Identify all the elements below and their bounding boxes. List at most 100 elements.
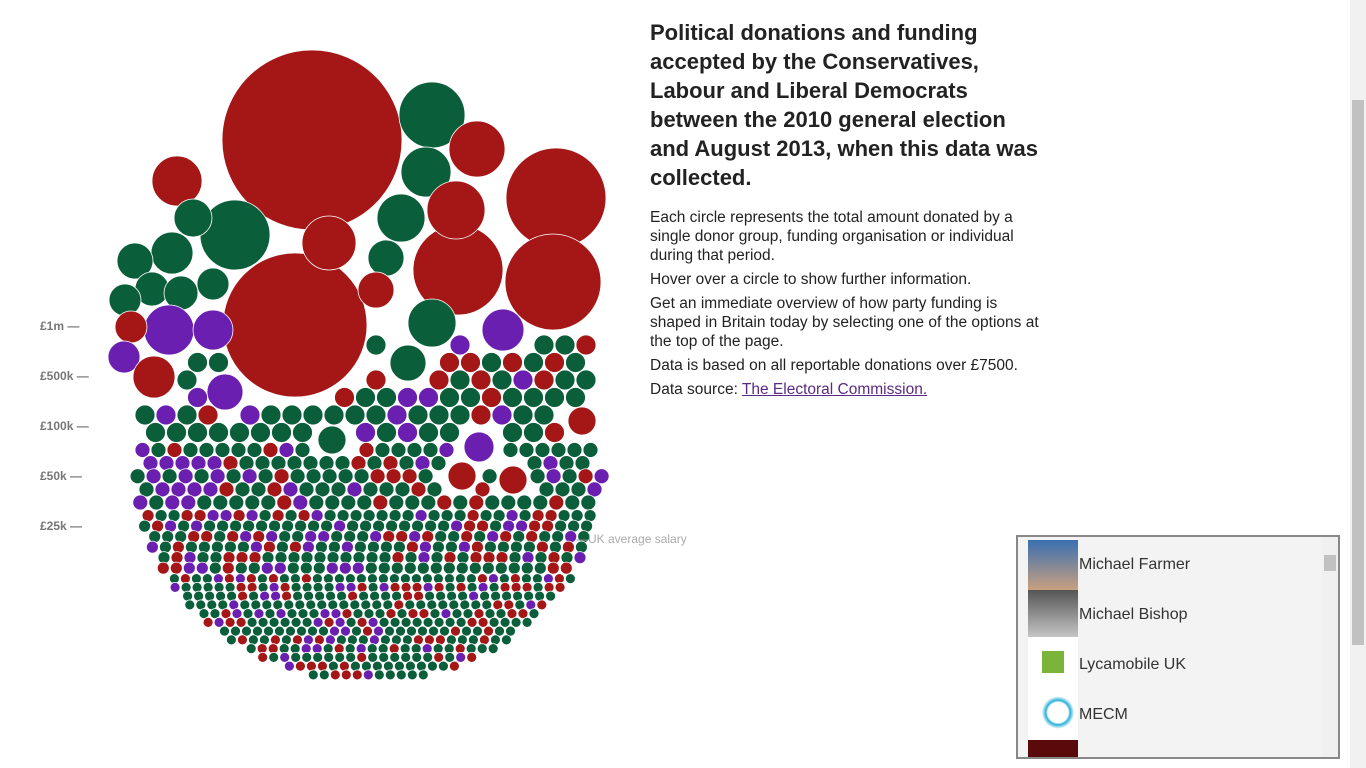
donor-circle[interactable] bbox=[212, 494, 229, 511]
donor-circle[interactable] bbox=[312, 561, 326, 575]
donor-circle[interactable] bbox=[448, 120, 506, 178]
donor-circle[interactable] bbox=[460, 387, 481, 408]
donor-circle[interactable] bbox=[334, 455, 351, 472]
donor-circle[interactable] bbox=[316, 660, 328, 672]
donor-circle[interactable] bbox=[483, 625, 494, 637]
donor-circle[interactable] bbox=[418, 422, 439, 443]
donor-circle[interactable] bbox=[379, 540, 393, 554]
donor-circle[interactable] bbox=[345, 581, 357, 593]
donor-circle[interactable] bbox=[303, 590, 315, 602]
donor-circle[interactable] bbox=[294, 660, 306, 672]
donor-circle[interactable] bbox=[108, 283, 142, 317]
donor-circle[interactable] bbox=[505, 147, 607, 249]
donor-circle[interactable] bbox=[468, 561, 482, 575]
donor-circle[interactable] bbox=[388, 494, 405, 511]
donor-circle[interactable] bbox=[174, 530, 188, 544]
donor-circle[interactable] bbox=[145, 468, 162, 485]
donor-circle[interactable] bbox=[134, 442, 151, 458]
donor-circle[interactable] bbox=[389, 651, 401, 663]
donor-circle[interactable] bbox=[423, 634, 435, 646]
donor-circle[interactable] bbox=[398, 519, 412, 533]
donor-circle[interactable] bbox=[202, 581, 214, 593]
donor-circle[interactable] bbox=[467, 634, 479, 646]
donor-circle[interactable] bbox=[567, 406, 597, 436]
donor-circle[interactable] bbox=[434, 634, 446, 646]
donor-circle[interactable] bbox=[203, 519, 217, 533]
donor-circle[interactable] bbox=[257, 581, 269, 593]
donor-circle[interactable] bbox=[192, 309, 234, 351]
donor-circle[interactable] bbox=[356, 616, 368, 628]
donor-circle[interactable] bbox=[176, 404, 198, 426]
donor-circle[interactable] bbox=[250, 481, 267, 498]
donor-circle[interactable] bbox=[446, 590, 458, 602]
donor-circle[interactable] bbox=[187, 422, 208, 443]
donor-circle[interactable] bbox=[171, 540, 185, 554]
donor-circle[interactable] bbox=[374, 442, 391, 458]
donor-circle[interactable] bbox=[494, 561, 508, 575]
donor-circle[interactable] bbox=[374, 608, 386, 620]
donor-circle[interactable] bbox=[538, 530, 552, 544]
donor-circle[interactable] bbox=[500, 634, 512, 646]
donor-circle[interactable] bbox=[333, 519, 347, 533]
donor-circle[interactable] bbox=[204, 590, 216, 602]
donor-circle[interactable] bbox=[202, 481, 219, 498]
donor-circle[interactable] bbox=[289, 468, 306, 485]
donor-circle[interactable] bbox=[268, 651, 280, 663]
donor-circle[interactable] bbox=[213, 581, 225, 593]
donor-circle[interactable] bbox=[523, 540, 536, 554]
donor-circle[interactable] bbox=[418, 540, 432, 554]
donor-circle[interactable] bbox=[385, 519, 399, 533]
donor-circle[interactable] bbox=[463, 519, 477, 533]
donor-circle[interactable] bbox=[209, 608, 221, 620]
donor-circle[interactable] bbox=[324, 634, 336, 646]
donor-circle[interactable] bbox=[304, 530, 318, 544]
donor-circle[interactable] bbox=[433, 651, 445, 663]
donor-circle[interactable] bbox=[566, 442, 583, 458]
donor-circle[interactable] bbox=[481, 387, 502, 408]
donor-circle[interactable] bbox=[451, 608, 463, 620]
donor-circle[interactable] bbox=[512, 404, 534, 426]
donor-circle[interactable] bbox=[262, 540, 276, 554]
donor-circle[interactable] bbox=[418, 387, 439, 408]
donor-circle[interactable] bbox=[318, 669, 330, 681]
donor-circle[interactable] bbox=[200, 530, 214, 544]
donor-circle[interactable] bbox=[114, 310, 148, 344]
donor-circle[interactable] bbox=[479, 590, 491, 602]
donor-circle[interactable] bbox=[198, 608, 210, 620]
donor-circle[interactable] bbox=[558, 455, 575, 472]
donor-circle[interactable] bbox=[542, 455, 559, 472]
donor-circle[interactable] bbox=[242, 608, 254, 620]
donor-circle[interactable] bbox=[291, 530, 305, 544]
donor-circle[interactable] bbox=[353, 540, 367, 554]
donor-circle[interactable] bbox=[545, 590, 556, 602]
donor-circle[interactable] bbox=[382, 455, 399, 472]
donor-circle[interactable] bbox=[301, 581, 313, 593]
donor-circle[interactable] bbox=[431, 540, 445, 554]
donor-circle[interactable] bbox=[562, 540, 575, 554]
donor-circle[interactable] bbox=[184, 599, 196, 611]
donor-circle[interactable] bbox=[457, 540, 471, 554]
donor-circle[interactable] bbox=[414, 455, 431, 472]
donor-circle[interactable] bbox=[248, 590, 260, 602]
donor-circle[interactable] bbox=[389, 581, 401, 593]
donor-circle[interactable] bbox=[351, 669, 363, 681]
donor-circle[interactable] bbox=[255, 519, 269, 533]
donor-circle[interactable] bbox=[366, 540, 380, 554]
donor-circle[interactable] bbox=[395, 625, 406, 637]
donor-circle[interactable] bbox=[257, 468, 274, 485]
donor-circle[interactable] bbox=[472, 625, 483, 637]
donor-circle[interactable] bbox=[456, 634, 468, 646]
donor-circle[interactable] bbox=[164, 519, 178, 533]
donor-circle[interactable] bbox=[151, 155, 203, 207]
donor-circle[interactable] bbox=[391, 590, 403, 602]
donor-circle[interactable] bbox=[474, 481, 491, 498]
donor-circle[interactable] bbox=[559, 561, 573, 575]
donor-circle[interactable] bbox=[305, 660, 317, 672]
donor-circle[interactable] bbox=[378, 616, 390, 628]
donor-circle[interactable] bbox=[444, 616, 456, 628]
donor-circle[interactable] bbox=[502, 387, 523, 408]
donor-circle[interactable] bbox=[551, 530, 565, 544]
donor-item[interactable]: Michael Bishop bbox=[1018, 590, 1338, 640]
donor-circle[interactable] bbox=[259, 590, 271, 602]
donor-circle[interactable] bbox=[378, 481, 395, 498]
